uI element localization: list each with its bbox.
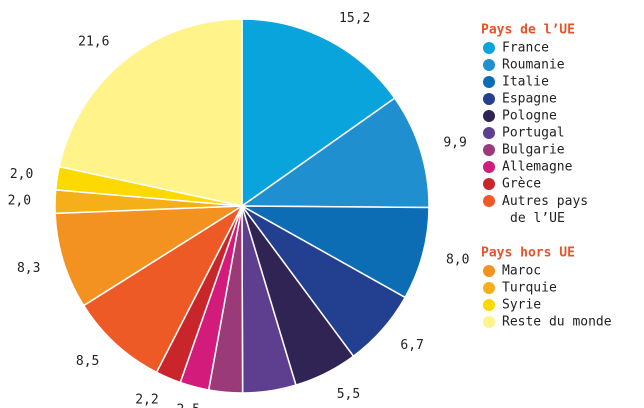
- value-label: 6,7: [400, 338, 423, 353]
- legend-label: Allemagne: [502, 160, 573, 175]
- legend-label: Grèce: [502, 177, 541, 192]
- legend-swatch: [483, 110, 495, 122]
- legend-title: Pays de l’UE: [481, 23, 575, 38]
- value-label: 8,5: [76, 354, 99, 369]
- legend-swatch: [483, 144, 495, 156]
- value-label: 9,9: [443, 135, 466, 150]
- legend-swatch: [483, 299, 495, 311]
- pie-slice: [82, 203, 244, 374]
- value-label: 2,0: [8, 194, 31, 209]
- pie-slice: [241, 205, 430, 299]
- legend-label: Pologne: [502, 109, 557, 124]
- legend-label: Maroc: [502, 264, 541, 279]
- pie-slice: [58, 18, 243, 207]
- legend-swatch: [483, 42, 495, 54]
- legend-label: Espagne: [502, 92, 557, 107]
- value-label: 8,3: [17, 261, 40, 276]
- value-label: 5,5: [337, 387, 360, 402]
- legend-title: Pays hors UE: [481, 246, 575, 261]
- legend-swatch: [483, 127, 495, 139]
- legend-label: Roumanie: [502, 58, 565, 73]
- legend-label: Syrie: [502, 298, 541, 313]
- value-label: 8,0: [446, 253, 469, 268]
- legend-swatch: [483, 59, 495, 71]
- legend-swatch: [483, 282, 495, 294]
- legend-label: France: [502, 41, 549, 56]
- value-label: 15,2: [339, 11, 370, 26]
- legend-swatch: [483, 265, 495, 277]
- value-label: 21,6: [78, 34, 109, 49]
- legend-label: Autres pays de l’UE: [502, 194, 588, 226]
- value-label: 2,5: [176, 403, 199, 408]
- legend-swatch: [483, 76, 495, 88]
- legend-label-line: Autres pays: [502, 194, 588, 209]
- value-label: 2,0: [10, 167, 33, 182]
- legend-swatch: [483, 93, 495, 105]
- legend-label: Bulgarie: [502, 143, 565, 158]
- value-label: 2,2: [135, 392, 158, 407]
- legend-swatch: [483, 178, 495, 190]
- legend-swatch: [483, 195, 495, 207]
- legend-swatch: [483, 316, 495, 328]
- legend-label: Portugal: [502, 126, 565, 141]
- pie-slice: [239, 97, 430, 209]
- pie-slice: [54, 205, 245, 307]
- legend-label: Reste du monde: [502, 315, 612, 330]
- legend-label: Turquie: [502, 281, 557, 296]
- legend-label: Italie: [502, 75, 549, 90]
- legend-label-line: de l’UE: [510, 211, 565, 226]
- legend-swatch: [483, 161, 495, 173]
- pie-slice: [241, 18, 396, 208]
